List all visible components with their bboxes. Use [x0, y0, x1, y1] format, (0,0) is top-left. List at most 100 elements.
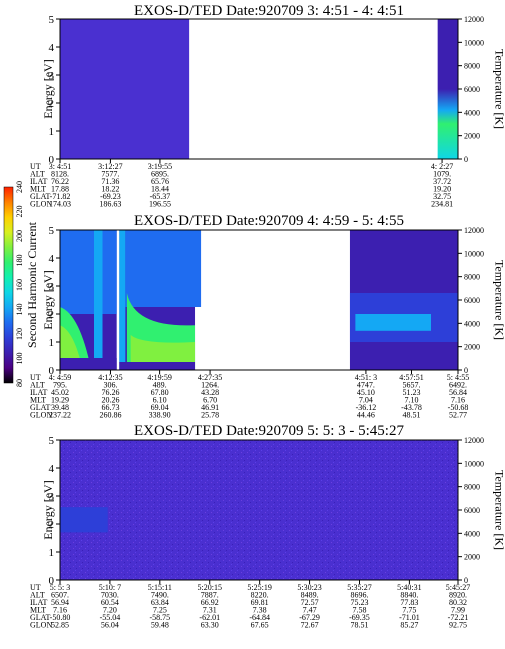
- table-cell: 45.10: [357, 388, 375, 397]
- table-row-label: GLAT: [30, 613, 51, 622]
- table-cell: 72.67: [301, 621, 319, 630]
- table-cell: 260.86: [99, 411, 121, 420]
- table-cell: 7.10: [405, 396, 419, 405]
- table-cell: 80.32: [449, 598, 467, 607]
- colorbar-tick-label: 100: [15, 353, 24, 365]
- table-cell: 65.76: [151, 177, 169, 186]
- table-row-label: GLAT: [30, 403, 51, 412]
- panel-3: EXOS-D/TED Date:920709 5: 5: 3 - 5:45:27…: [30, 423, 505, 630]
- table-cell: 795.: [53, 381, 67, 390]
- y-tick-label: 5: [49, 225, 55, 237]
- y-tick-label: 4: [49, 253, 55, 265]
- table-cell: 4:19:59: [147, 373, 171, 382]
- y-axis-label: Energy [eV]: [41, 59, 55, 118]
- table-cell: 1264.: [201, 381, 219, 390]
- table-cell: 7887.: [201, 591, 219, 600]
- table-cell: 45.02: [51, 388, 69, 397]
- table-cell: -69.35: [349, 613, 370, 622]
- table-cell: 1079.: [433, 170, 451, 179]
- table-cell: 196.55: [149, 200, 171, 209]
- table-cell: 8128.: [51, 170, 69, 179]
- table-cell: 237.22: [49, 411, 71, 420]
- table-cell: 8920.: [449, 591, 467, 600]
- table-cell: 48.51: [403, 411, 421, 420]
- colorbar-tick-label: 240: [15, 181, 24, 193]
- panel-title: EXOS-D/TED Date:920709 5: 5: 3 - 5:45:27: [134, 423, 404, 439]
- y2-axis-label: Temperature [K]: [492, 470, 505, 550]
- table-cell: 43.28: [201, 388, 219, 397]
- table-row-label: ILAT: [30, 388, 47, 397]
- table-cell: 4: 2:27: [431, 162, 453, 171]
- y-tick-label: 2: [49, 519, 55, 531]
- table-cell: 5:35:27: [347, 583, 371, 592]
- table-cell: 7.58: [352, 606, 366, 615]
- y2-tick-label: 6000: [464, 85, 480, 94]
- table-cell: 7.38: [253, 606, 267, 615]
- table-cell: 7.04: [359, 396, 373, 405]
- table-cell: 338.90: [149, 411, 171, 420]
- table-cell: 6895.: [151, 170, 169, 179]
- table-cell: 8696.: [350, 591, 368, 600]
- table-cell: 66.73: [101, 403, 119, 412]
- table-cell: 69.81: [251, 598, 269, 607]
- table-cell: 78.51: [350, 621, 368, 630]
- table-cell: 3: 4:51: [49, 162, 71, 171]
- y2-tick-label: 0: [464, 366, 468, 375]
- table-cell: -72.21: [448, 613, 469, 622]
- table-cell: 7490.: [151, 591, 169, 600]
- table-cell: 5:40:31: [397, 583, 421, 592]
- table-row-label: MLT: [30, 606, 46, 615]
- table-cell: 18.44: [151, 185, 169, 194]
- table-cell: 52.85: [51, 621, 69, 630]
- y-tick-label: 1: [49, 126, 55, 138]
- data-segment: [60, 230, 117, 370]
- table-cell: 76.22: [51, 177, 69, 186]
- table-cell: 3:12:27: [98, 162, 122, 171]
- y2-tick-label: 4000: [464, 319, 480, 328]
- y-tick-label: 5: [49, 14, 55, 26]
- table-cell: 7.20: [103, 606, 117, 615]
- table-cell: 4747.: [357, 381, 375, 390]
- table-row-label: ILAT: [30, 177, 47, 186]
- y-axis-label: Energy [eV]: [41, 270, 55, 329]
- table-cell: -67.29: [299, 613, 320, 622]
- table-cell: 174.03: [49, 200, 71, 209]
- table-cell: 4:27:35: [198, 373, 222, 382]
- table-cell: 46.91: [201, 403, 219, 412]
- y-tick-label: 4: [49, 463, 55, 475]
- y2-tick-label: 2000: [464, 132, 480, 141]
- table-cell: 186.63: [99, 200, 121, 209]
- table-cell: -58.75: [149, 613, 170, 622]
- y2-tick-label: 12000: [464, 436, 484, 445]
- table-cell: -64.84: [249, 613, 270, 622]
- table-cell: 5657.: [403, 381, 421, 390]
- table-row-label: UT: [30, 373, 41, 382]
- table-cell: 19.20: [433, 185, 451, 194]
- table-cell: 18.22: [101, 185, 119, 194]
- table-cell: 59.48: [151, 621, 169, 630]
- table-cell: 76.26: [101, 388, 119, 397]
- table-row-label: GLON: [30, 411, 52, 420]
- table-cell: -69.23: [100, 192, 121, 201]
- table-row-label: ALT: [30, 170, 45, 179]
- table-cell: -62.01: [199, 613, 220, 622]
- table-cell: 60.54: [101, 598, 119, 607]
- table-cell: 67.65: [251, 621, 269, 630]
- table-cell: 7.16: [53, 606, 67, 615]
- table-row-label: MLT: [30, 185, 46, 194]
- y-tick-label: 1: [49, 547, 55, 559]
- table-cell: 489.: [153, 381, 167, 390]
- table-cell: 85.27: [400, 621, 418, 630]
- table-cell: 92.75: [449, 621, 467, 630]
- panel-title: EXOS-D/TED Date:920709 3: 4:51 - 4: 4:51: [134, 3, 404, 19]
- table-cell: 8220.: [251, 591, 269, 600]
- table-cell: 63.30: [201, 621, 219, 630]
- table-cell: 7.25: [153, 606, 167, 615]
- table-cell: 52.77: [449, 411, 467, 420]
- table-cell: 20.26: [101, 396, 119, 405]
- table-cell: 63.84: [151, 598, 169, 607]
- y-tick-label: 4: [49, 42, 55, 54]
- table-cell: -65.37: [150, 192, 171, 201]
